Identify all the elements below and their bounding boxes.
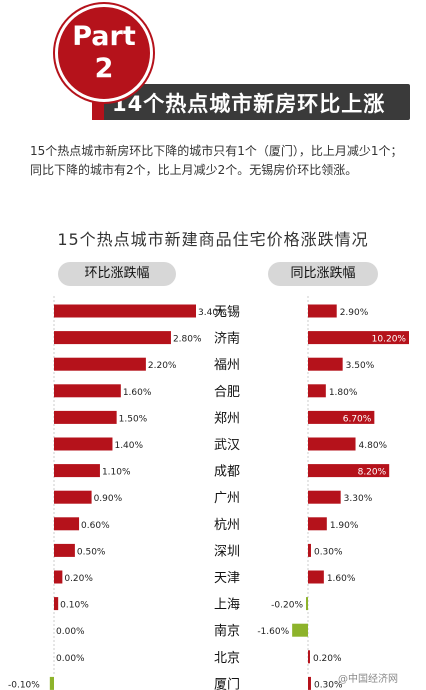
title-banner [92, 84, 410, 120]
mom-data-label: 0.20% [64, 574, 93, 584]
yoy-bar [308, 570, 324, 584]
mom-bar [54, 570, 63, 584]
yoy-bar [308, 543, 311, 557]
yoy-data-label: 0.30% [314, 547, 343, 557]
city-label: 北京 [214, 651, 240, 666]
yoy-data-label: 1.60% [327, 574, 356, 584]
mom-data-label: 0.90% [94, 494, 123, 504]
city-label: 武汉 [214, 438, 240, 453]
mom-data-label: 2.20% [148, 361, 177, 371]
city-label: 合肥 [214, 385, 240, 400]
yoy-bar [292, 623, 308, 637]
city-label: 厦门 [214, 677, 240, 690]
yoy-data-label: 4.80% [359, 441, 388, 451]
mom-data-label: 1.50% [119, 414, 148, 424]
yoy-data-label: 0.20% [313, 654, 342, 664]
page-title: 14个热点城市新房环比上涨 [112, 92, 386, 116]
yoy-data-label: 6.70% [343, 414, 372, 424]
yoy-bar [308, 304, 337, 318]
mom-bar [54, 384, 121, 398]
city-label: 深圳 [214, 544, 240, 559]
yoy-bar [306, 597, 308, 611]
mom-data-label: 1.40% [114, 441, 143, 451]
yoy-bar [308, 650, 310, 664]
yoy-data-label: 3.30% [344, 494, 373, 504]
city-label: 无锡 [214, 305, 240, 320]
mom-data-label: 0.60% [81, 521, 110, 531]
yoy-bar [308, 464, 390, 478]
mom-data-label: 2.80% [173, 335, 202, 345]
mom-data-label: 0.10% [60, 601, 89, 611]
yoy-bar [308, 331, 409, 345]
city-label: 上海 [214, 598, 240, 613]
mom-bar [54, 464, 100, 478]
part-number: 2 [94, 53, 114, 84]
mom-bar [54, 304, 196, 318]
mom-data-label: 1.10% [102, 468, 131, 478]
part-word: Part [72, 21, 136, 52]
yoy-data-label: -1.60% [257, 627, 289, 637]
city-label: 成都 [214, 465, 240, 480]
mom-data-label: -0.10% [8, 680, 40, 690]
legend-mom-label: 环比涨跌幅 [58, 262, 176, 286]
mom-data-label: 0.00% [56, 627, 85, 637]
yoy-bar [308, 384, 326, 398]
city-label: 杭州 [214, 518, 240, 533]
yoy-bar [308, 357, 343, 371]
yoy-bar [308, 676, 311, 690]
yoy-bar [308, 490, 341, 504]
yoy-data-label: 0.30% [314, 680, 343, 690]
yoy-data-label: 2.90% [340, 308, 369, 318]
mom-data-label: 3.40% [198, 308, 227, 318]
mom-bar [49, 676, 54, 690]
legend-yoy-label: 同比涨跌幅 [268, 262, 378, 286]
mom-bar [54, 543, 75, 557]
header: 14个热点城市新房环比上涨 Part 2 [0, 0, 426, 130]
city-label: 南京 [214, 623, 240, 639]
yoy-data-label: 1.80% [329, 388, 358, 398]
yoy-data-label: 8.20% [358, 468, 387, 478]
watermark: @中国经济网 [338, 674, 398, 685]
chart-title: 15个热点城市新建商品住宅价格涨跌情况 [57, 230, 369, 249]
yoy-data-label: -0.20% [271, 601, 303, 611]
yoy-bar [308, 517, 327, 531]
yoy-data-label: 3.50% [346, 361, 375, 371]
city-label: 郑州 [214, 411, 240, 426]
city-label: 广州 [214, 491, 240, 506]
mom-data-label: 0.50% [77, 547, 106, 557]
mom-data-label: 0.00% [56, 654, 85, 664]
description-text: 15个热点城市新房环比下降的城市只有1个（厦门），比上月减少1个；同比下降的城市… [30, 144, 403, 177]
yoy-data-label: 1.90% [330, 521, 359, 531]
mom-bar [54, 490, 92, 504]
yoy-bar [308, 437, 356, 451]
mom-data-label: 1.60% [123, 388, 152, 398]
mom-bar [54, 331, 171, 345]
mom-bar [54, 410, 117, 424]
part-badge: Part 2 [55, 4, 153, 102]
yoy-data-label: 10.20% [372, 335, 407, 345]
mom-bar [54, 517, 80, 531]
yoy-bar [308, 410, 375, 424]
mom-bar [54, 437, 113, 451]
mom-bar [54, 357, 146, 371]
city-label: 福州 [214, 358, 240, 373]
mom-bar [54, 597, 59, 611]
city-label: 济南 [214, 331, 240, 347]
city-label: 天津 [214, 571, 240, 586]
